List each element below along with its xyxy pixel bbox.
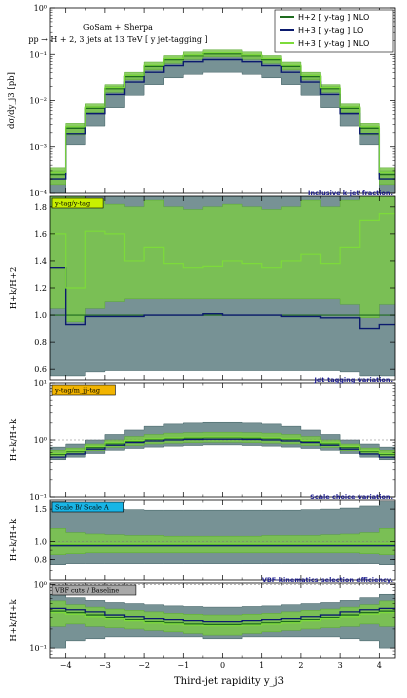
y-axis-label: H+k/H+2	[9, 267, 19, 310]
panel-plot-area	[50, 421, 395, 461]
y-tick-label: 0.6	[34, 365, 47, 374]
y-tick-label: 1.4	[34, 257, 47, 266]
panel-title: Scale choice variation.	[310, 493, 393, 501]
series-line-h-3-lo	[50, 607, 395, 623]
y-tick-label: 1.6	[34, 230, 47, 239]
y-tick-label: 10⁻¹	[29, 644, 47, 653]
y-tick-label: 1.0	[34, 311, 47, 320]
x-tick-label: 3	[338, 661, 343, 670]
panel-tag-box	[51, 384, 116, 396]
panel-tag-box	[51, 584, 137, 596]
x-tick-label: 1	[259, 661, 264, 670]
x-tick-label: −4	[60, 661, 72, 670]
y-tick-label: 0.8	[34, 556, 47, 565]
y-tick-label: 1.8	[34, 203, 47, 212]
series-line-h-3-nlo	[50, 212, 395, 289]
panel-ratio1: 0.6 0.8 1.0 1.2 1.4 1.6 1.8 H+k/H+2 Inclusive k-…	[9, 189, 396, 381]
x-tick-label: −3	[99, 661, 111, 670]
legend: H+2 [ y-tag ] NLO H+3 [ y-tag ] LO H+3 [ y…	[274, 9, 394, 53]
uncertainty-band-gray	[50, 53, 395, 193]
panel-tag-label: y-tag/y-tag	[54, 200, 90, 208]
panel-plot-area	[50, 196, 395, 377]
y-tick-label: 10⁻¹	[29, 50, 47, 59]
uncertainty-band-green	[50, 600, 395, 636]
legend-entry: H+3 [ y-tag ] NLO	[298, 39, 369, 48]
series-line-h-3-lo	[50, 267, 395, 330]
x-axis-label: Third-jet rapidity y_j3	[174, 676, 284, 687]
y-tick-label: 10⁻³	[29, 143, 47, 152]
panel-ratio3: 0.8 1.0 1.5 H+k/H+k Scale choice variation. S…	[9, 493, 396, 581]
panel-tag-label: y-tag/m_jj-tag	[54, 387, 100, 395]
uncertainty-band-green	[50, 49, 395, 186]
y-tick-label: 10⁰	[34, 580, 47, 589]
legend-entry: H+2 [ y-tag ] NLO	[298, 13, 369, 22]
panel-ratio4: 10⁻¹ 10⁰ H+k/H+k VBF-kinematics selection e…	[9, 576, 396, 687]
panel-tag-label: VBF cuts / Baseline	[54, 587, 119, 595]
y-tick-label: 10⁰	[34, 436, 47, 445]
series-line-h-3-nlo	[50, 52, 395, 173]
series-line-h-3-nlo	[50, 436, 395, 455]
x-tick-label: 0	[220, 661, 225, 670]
x-tick-label: −2	[138, 661, 150, 670]
panel-plot-area	[50, 584, 395, 649]
panel-tag-label: Scale B/ Scale A	[55, 504, 109, 512]
y-tick-label: 0.8	[34, 338, 47, 347]
x-tick-label: 4	[377, 661, 382, 670]
panel-title: Inclusive k-jet fraction.	[308, 189, 393, 197]
series-line-h-3-nlo	[50, 612, 395, 627]
y-axis-label: H+k/H+k	[9, 599, 19, 642]
y-axis-label: H+k/H+k	[9, 518, 19, 561]
y-tick-label: 10⁰	[34, 4, 47, 13]
y-tick-label: 10⁻⁴	[29, 189, 47, 198]
panel-plot-area	[50, 49, 395, 193]
y-tick-label: 1.2	[34, 284, 47, 293]
uncertainty-band-green	[50, 431, 395, 458]
uncertainty-band-green	[50, 196, 395, 323]
y-tick-label: 10¹	[34, 379, 47, 388]
y-tick-label: 1.5	[34, 505, 47, 514]
x-tick-label: 2	[298, 661, 303, 670]
panel-ratio2: 10⁻¹ 10⁰ 10¹ H+k/H+k Jet-tagging variation. y…	[9, 376, 396, 502]
panel-tag-box	[51, 197, 104, 209]
panel-plot-area	[50, 501, 395, 565]
chart-header-line-1: GoSam + Sherpa	[83, 23, 153, 32]
panel-main: 10⁻⁴ 10⁻³ 10⁻² 10⁻¹ 10⁰ dσ/dy_j3 [pb] GoSam + …	[7, 4, 396, 198]
x-tick-label: −1	[177, 661, 189, 670]
panel-tag-box	[51, 501, 124, 513]
y-tick-label: 10⁻²	[29, 97, 47, 106]
y-axis-label: H+k/H+k	[9, 418, 19, 461]
y-axis-label: dσ/dy_j3 [pb]	[7, 72, 17, 129]
legend-entry: H+3 [ y-tag ] LO	[298, 26, 363, 35]
chart-header-line-2: pp → H + 2, 3 jets at 13 TeV [ y jet-tag…	[28, 35, 207, 44]
panel-title: Jet-tagging variation.	[313, 376, 393, 384]
legend-box	[274, 9, 394, 53]
panel-title: VBF-kinematics selection efficiency.	[262, 576, 393, 584]
y-tick-label: 1.0	[34, 538, 47, 547]
y-tick-label: 10⁻¹	[29, 493, 47, 502]
